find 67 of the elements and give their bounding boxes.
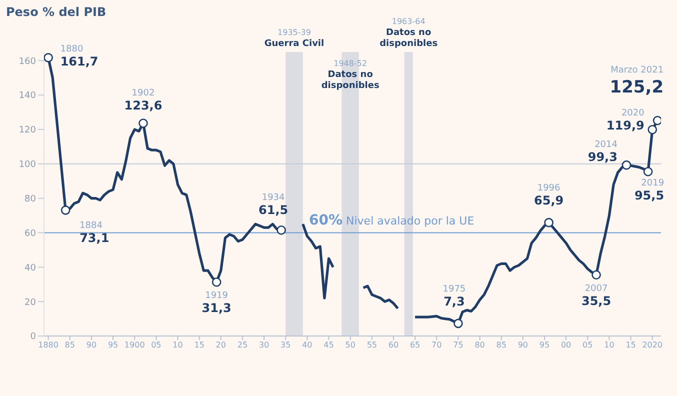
annotation: Marzo 2021 125,2 bbox=[610, 66, 664, 98]
x-tick-label: 80 bbox=[474, 340, 485, 350]
point bbox=[648, 124, 658, 134]
x-tick-label: 75 bbox=[453, 340, 464, 350]
x-tick-label: 45 bbox=[324, 340, 334, 350]
annotation: 1902 123,6 bbox=[124, 88, 162, 112]
annotation: 1975 7,3 bbox=[442, 284, 466, 308]
band-label: 1935-39 Guerra Civil bbox=[264, 28, 324, 49]
x-tick-label: 20 bbox=[216, 340, 226, 350]
point bbox=[592, 270, 601, 280]
annotation: 2007 35,5 bbox=[581, 284, 612, 308]
x-tick-label: 85 bbox=[496, 340, 506, 350]
x-tick-label: 90 bbox=[86, 340, 97, 350]
x-tick-label: 05 bbox=[151, 340, 162, 350]
point bbox=[276, 225, 286, 235]
x-tick-label: 15 bbox=[194, 340, 204, 350]
y-tick-label: 20 bbox=[24, 298, 36, 308]
x-tick-label: 95 bbox=[108, 340, 118, 350]
y-tick-label: 80 bbox=[24, 194, 36, 204]
x-tick-label: 05 bbox=[582, 340, 593, 350]
y-tick-label: 40 bbox=[24, 263, 36, 274]
y-tick-label: 100 bbox=[18, 160, 36, 170]
y-tick-label: 120 bbox=[18, 126, 36, 136]
x-tick-label: 10 bbox=[172, 340, 183, 350]
x-tick-label: 15 bbox=[626, 340, 636, 350]
y-tick-label: 60 bbox=[24, 228, 36, 239]
x-tick-label: 40 bbox=[302, 340, 312, 350]
x-tick-label: 60 bbox=[388, 340, 399, 350]
x-tick-label: 65 bbox=[410, 340, 420, 350]
x-tick-label: 95 bbox=[539, 340, 550, 350]
annotation: 1919 31,3 bbox=[202, 291, 232, 316]
x-tick-label: 85 bbox=[64, 340, 75, 350]
annotation: 1880 161,7 bbox=[60, 44, 98, 69]
point bbox=[544, 218, 554, 228]
annotation: 1884 73,1 bbox=[80, 221, 110, 246]
annotation: 1996 65,9 bbox=[534, 184, 564, 208]
chart-title: Peso % del PIB bbox=[6, 5, 106, 19]
y-tick-label: 140 bbox=[18, 91, 36, 102]
point bbox=[622, 160, 632, 170]
point bbox=[212, 277, 222, 287]
x-tick-label: 2020 bbox=[642, 340, 663, 350]
point bbox=[454, 318, 463, 328]
y-tick-label: 0 bbox=[30, 332, 36, 342]
point bbox=[138, 118, 148, 128]
x-tick-label: 30 bbox=[258, 340, 270, 350]
band-label: 1948-52 Datos no disponibles bbox=[321, 59, 380, 91]
point bbox=[643, 166, 653, 176]
x-tick-label: 25 bbox=[237, 340, 248, 350]
x-tick-label: 00 bbox=[560, 340, 572, 350]
x-tick-label: 1880 bbox=[38, 340, 58, 350]
point bbox=[44, 53, 53, 62]
y-tick-label: 160 bbox=[18, 56, 36, 67]
annotation: 2019 95,5 bbox=[634, 178, 664, 203]
ref-line-label: 60% Nivel avalado por la UE bbox=[309, 212, 474, 229]
point bbox=[60, 206, 70, 215]
x-tick-label: 55 bbox=[366, 340, 378, 350]
point bbox=[652, 116, 661, 126]
band-label: 1963-64 Datos no disponibles bbox=[380, 17, 438, 49]
x-tick-label: 50 bbox=[345, 340, 356, 350]
annotation: 1934 61,5 bbox=[258, 193, 288, 218]
annotation: 2014 99,3 bbox=[588, 140, 618, 164]
x-tick-label: 1900 bbox=[124, 340, 145, 350]
annotation: 2020 119,9 bbox=[606, 108, 645, 133]
x-tick-label: 90 bbox=[518, 340, 528, 350]
x-tick-label: 70 bbox=[432, 340, 442, 350]
x-tick-label: 35 bbox=[280, 340, 291, 350]
x-tick-label: 10 bbox=[604, 340, 614, 350]
